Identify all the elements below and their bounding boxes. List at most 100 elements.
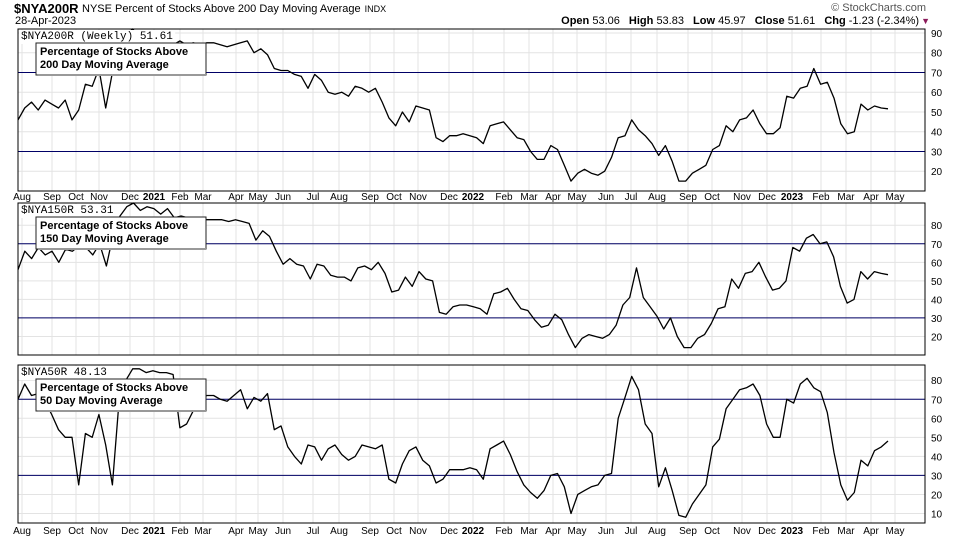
y-tick-label: 20 <box>931 332 943 343</box>
annotation-text: Percentage of Stocks Above <box>40 46 188 58</box>
y-tick-label: 30 <box>931 147 943 158</box>
x-tick-label: Mar <box>520 526 538 537</box>
x-tick-label: Apr <box>228 192 244 203</box>
y-tick-label: 40 <box>931 128 943 139</box>
x-tick-label: 2023 <box>781 192 804 203</box>
x-tick-label: Mar <box>520 192 538 203</box>
y-tick-label: 60 <box>931 88 943 99</box>
annotation-box <box>35 42 207 76</box>
x-tick-label: 2021 <box>143 526 166 537</box>
close-value: 51.61 <box>787 15 816 27</box>
x-tick-label: Sep <box>361 192 379 203</box>
x-tick-label: Feb <box>812 192 830 203</box>
x-tick-label: Aug <box>13 192 31 203</box>
x-tick-label: 2022 <box>462 526 485 537</box>
x-tick-label: Aug <box>330 526 348 537</box>
x-tick-label: Nov <box>733 526 751 537</box>
x-tick-label: 2021 <box>143 192 166 203</box>
x-tick-label: Dec <box>758 526 776 537</box>
x-tick-label: Dec <box>440 192 458 203</box>
y-tick-label: 80 <box>931 376 943 387</box>
down-arrow-icon: ▼ <box>921 16 930 26</box>
x-tick-label: Apr <box>545 526 561 537</box>
x-tick-label: Jun <box>275 192 291 203</box>
y-tick-label: 80 <box>931 49 943 60</box>
symbol-title: $NYA200R <box>14 1 79 16</box>
panel-label-background <box>19 30 176 44</box>
panel-label: $NYA150R 53.31 <box>21 205 114 217</box>
x-tick-label: May <box>249 526 268 537</box>
x-tick-label: 2023 <box>781 526 804 537</box>
y-tick-label: 20 <box>931 167 943 178</box>
x-tick-label: Nov <box>90 192 108 203</box>
x-tick-label: Mar <box>837 526 855 537</box>
y-tick-label: 80 <box>931 221 943 232</box>
x-tick-label: Feb <box>812 526 830 537</box>
low-label: Low <box>693 15 716 27</box>
x-tick-label: Jun <box>275 526 291 537</box>
high-label: High <box>628 15 654 27</box>
chg-label: Chg <box>824 15 846 27</box>
x-tick-label: Mar <box>194 192 212 203</box>
x-tick-label: Feb <box>171 526 189 537</box>
y-tick-label: 60 <box>931 414 943 425</box>
x-tick-label: May <box>886 192 905 203</box>
annotation-text: Percentage of Stocks Above <box>40 220 188 232</box>
x-tick-label: Sep <box>679 526 697 537</box>
y-tick-label: 90 <box>931 29 943 40</box>
x-tick-label: May <box>568 526 587 537</box>
x-tick-label: May <box>886 526 905 537</box>
y-tick-label: 70 <box>931 395 943 406</box>
x-tick-label: Oct <box>704 526 720 537</box>
x-tick-label: Nov <box>409 526 427 537</box>
y-tick-label: 50 <box>931 108 943 119</box>
y-tick-label: 40 <box>931 295 943 306</box>
x-tick-label: Dec <box>440 526 458 537</box>
x-tick-label: Feb <box>495 526 513 537</box>
x-tick-label: May <box>568 192 587 203</box>
stockcharts-brand[interactable]: © StockCharts.com <box>831 2 926 14</box>
x-tick-label: Dec <box>121 192 139 203</box>
high-value: 53.83 <box>656 15 684 27</box>
series-line <box>17 368 889 518</box>
x-tick-label: 2022 <box>462 192 485 203</box>
y-tick-label: 30 <box>931 314 943 325</box>
x-tick-label: Aug <box>13 526 31 537</box>
annotation-text: 150 Day Moving Average <box>40 233 169 245</box>
x-tick-label: Sep <box>679 192 697 203</box>
open-value: 53.06 <box>592 15 620 27</box>
x-tick-label: Aug <box>648 526 666 537</box>
x-tick-label: Jun <box>598 192 614 203</box>
chart-description: NYSE Percent of Stocks Above 200 Day Mov… <box>82 3 386 15</box>
y-tick-label: 30 <box>931 471 943 482</box>
annotation-text: 50 Day Moving Average <box>40 395 163 407</box>
x-tick-label: Oct <box>704 192 720 203</box>
y-tick-label: 70 <box>931 240 943 251</box>
x-tick-label: Feb <box>495 192 513 203</box>
x-tick-label: Oct <box>386 192 402 203</box>
x-tick-label: Jul <box>307 526 320 537</box>
annotation-text: 200 Day Moving Average <box>40 59 169 71</box>
x-tick-label: Oct <box>68 192 84 203</box>
annotation-text: Percentage of Stocks Above <box>40 382 188 394</box>
panel-label-background <box>19 204 116 218</box>
y-tick-label: 20 <box>931 490 943 501</box>
y-tick-label: 10 <box>931 509 943 520</box>
x-tick-label: Apr <box>228 526 244 537</box>
x-tick-label: Apr <box>863 192 879 203</box>
low-value: 45.97 <box>718 15 746 27</box>
annotation-box <box>35 378 207 412</box>
exchange-label: INDX <box>364 4 387 14</box>
open-label: Open <box>561 15 590 27</box>
panel-frame <box>17 364 926 524</box>
ohlc-readout: Open 53.06 High 53.83 Low 45.97 Close 51… <box>555 15 930 27</box>
x-tick-label: Sep <box>43 526 61 537</box>
x-tick-label: Sep <box>361 526 379 537</box>
chart-date: 28-Apr-2023 <box>15 15 77 27</box>
x-tick-label: Mar <box>194 526 212 537</box>
chg-value: -1.23 (-2.34%) <box>848 15 920 27</box>
description-text: NYSE Percent of Stocks Above 200 Day Mov… <box>82 3 361 15</box>
panel-frame <box>17 202 926 356</box>
x-tick-label: Dec <box>121 526 139 537</box>
